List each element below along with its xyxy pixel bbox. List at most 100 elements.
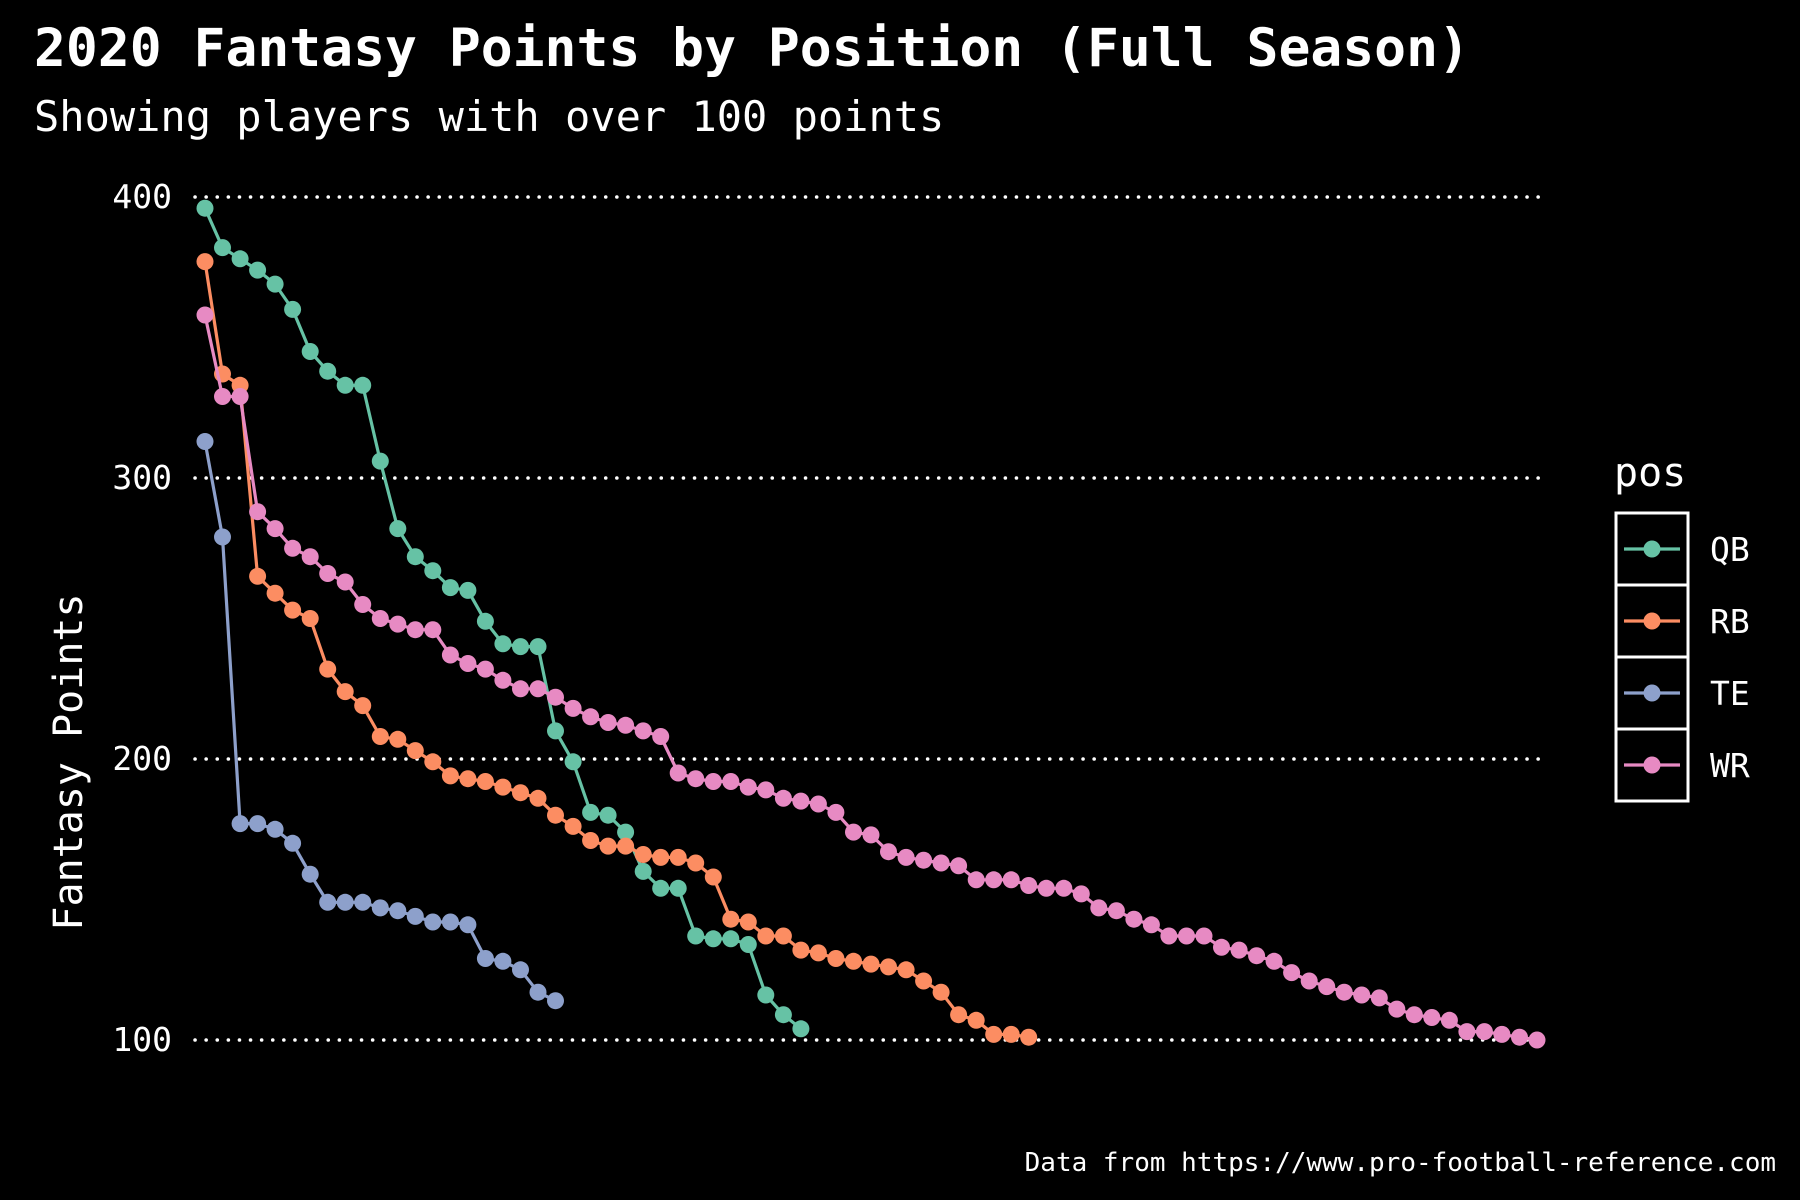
data-point-qb-34 bbox=[774, 1006, 792, 1024]
data-point-rb-8 bbox=[319, 660, 337, 678]
data-point-rb-28 bbox=[669, 848, 687, 866]
data-point-te-15 bbox=[441, 913, 459, 931]
data-point-wr-2 bbox=[214, 388, 231, 405]
data-point-wr-7 bbox=[301, 548, 319, 566]
data-point-rb-23 bbox=[582, 832, 600, 849]
data-point-qb-35 bbox=[792, 1020, 810, 1038]
data-point-rb-6 bbox=[284, 601, 302, 619]
data-point-wr-43 bbox=[932, 854, 950, 872]
data-point-te-10 bbox=[354, 893, 372, 911]
data-point-wr-33 bbox=[757, 781, 775, 799]
data-point-wr-66 bbox=[1335, 983, 1353, 1001]
data-point-rb-48 bbox=[1020, 1028, 1038, 1046]
data-point-rb-40 bbox=[880, 958, 897, 976]
data-point-wr-19 bbox=[512, 680, 529, 698]
legend-label-qb: QB bbox=[1710, 530, 1750, 569]
data-point-wr-13 bbox=[406, 621, 424, 639]
data-point-wr-49 bbox=[1037, 879, 1055, 897]
data-point-qb-22 bbox=[564, 753, 582, 771]
data-point-qb-6 bbox=[284, 300, 302, 318]
data-point-wr-50 bbox=[1055, 879, 1073, 897]
legend-label-te: TE bbox=[1710, 674, 1750, 713]
grid-lines bbox=[193, 195, 1542, 1042]
series-lines bbox=[196, 199, 1546, 1049]
chart-title: 2020 Fantasy Points by Position (Full Se… bbox=[34, 18, 1470, 79]
legend: pos QB RB TE WR bbox=[1614, 450, 1750, 803]
data-point-wr-61 bbox=[1248, 947, 1266, 965]
data-point-wr-8 bbox=[319, 565, 337, 582]
data-point-te-12 bbox=[389, 902, 407, 920]
data-point-rb-19 bbox=[512, 784, 529, 802]
data-point-te-7 bbox=[301, 865, 319, 883]
legend-key-point-te bbox=[1643, 684, 1661, 702]
data-point-wr-5 bbox=[266, 520, 284, 538]
legend-item-rb: RB bbox=[1614, 583, 1750, 659]
data-point-rb-30 bbox=[704, 868, 722, 886]
data-point-wr-57 bbox=[1178, 927, 1195, 945]
data-point-wr-37 bbox=[827, 803, 845, 821]
data-point-te-5 bbox=[266, 820, 284, 838]
data-point-wr-42 bbox=[915, 851, 933, 869]
data-point-wr-67 bbox=[1353, 986, 1371, 1004]
data-point-wr-64 bbox=[1300, 972, 1318, 990]
data-point-wr-26 bbox=[634, 722, 652, 740]
data-point-qb-9 bbox=[336, 376, 354, 394]
data-point-rb-12 bbox=[389, 730, 407, 748]
data-point-qb-32 bbox=[739, 936, 757, 953]
data-point-rb-34 bbox=[774, 927, 792, 945]
data-point-rb-14 bbox=[424, 753, 442, 771]
data-point-te-18 bbox=[494, 952, 512, 970]
data-point-wr-35 bbox=[792, 792, 810, 810]
data-point-rb-17 bbox=[476, 773, 494, 790]
data-point-rb-42 bbox=[915, 972, 933, 990]
data-point-rb-41 bbox=[897, 961, 915, 979]
data-point-qb-1 bbox=[196, 199, 214, 217]
data-point-wr-15 bbox=[441, 646, 459, 664]
data-point-wr-20 bbox=[529, 680, 547, 698]
data-point-wr-45 bbox=[967, 871, 985, 889]
data-point-qb-18 bbox=[494, 635, 512, 653]
data-point-te-16 bbox=[459, 916, 477, 934]
data-point-wr-46 bbox=[985, 871, 1003, 889]
data-point-qb-24 bbox=[599, 806, 617, 824]
data-point-qb-25 bbox=[617, 823, 635, 841]
data-point-rb-37 bbox=[827, 950, 845, 967]
y-tick-label-200: 200 bbox=[112, 739, 172, 778]
data-point-wr-38 bbox=[845, 823, 862, 841]
data-point-te-9 bbox=[336, 893, 354, 911]
data-point-wr-58 bbox=[1195, 927, 1213, 945]
data-point-wr-70 bbox=[1405, 1006, 1423, 1024]
data-point-wr-25 bbox=[617, 716, 635, 734]
legend-title: pos bbox=[1614, 450, 1686, 496]
data-point-rb-31 bbox=[722, 910, 740, 928]
data-point-wr-6 bbox=[284, 539, 302, 557]
data-point-wr-62 bbox=[1265, 952, 1283, 970]
data-point-rb-36 bbox=[809, 944, 827, 962]
data-point-wr-44 bbox=[950, 857, 968, 875]
legend-label-rb: RB bbox=[1710, 602, 1750, 641]
legend-key-point-rb bbox=[1643, 612, 1661, 630]
legend-item-qb: QB bbox=[1614, 511, 1750, 587]
data-point-te-14 bbox=[424, 913, 442, 931]
data-point-qb-33 bbox=[757, 986, 775, 1004]
data-point-wr-39 bbox=[862, 826, 880, 844]
data-point-wr-17 bbox=[476, 660, 494, 678]
data-point-wr-16 bbox=[459, 655, 477, 672]
data-point-wr-34 bbox=[774, 789, 792, 807]
data-point-wr-28 bbox=[669, 764, 687, 782]
data-point-wr-47 bbox=[1002, 871, 1020, 889]
data-point-wr-22 bbox=[564, 699, 582, 717]
data-point-te-8 bbox=[319, 893, 337, 911]
data-point-te-21 bbox=[547, 992, 564, 1010]
data-point-wr-63 bbox=[1283, 964, 1301, 982]
data-point-rb-32 bbox=[739, 913, 757, 931]
data-point-qb-21 bbox=[547, 722, 564, 740]
chart-subtitle: Showing players with over 100 points bbox=[34, 92, 945, 141]
data-point-wr-71 bbox=[1423, 1009, 1441, 1026]
data-point-te-17 bbox=[476, 950, 494, 967]
legend-label-wr: WR bbox=[1710, 746, 1750, 785]
data-point-wr-74 bbox=[1475, 1023, 1493, 1041]
data-point-wr-21 bbox=[547, 688, 564, 706]
y-axis-ticks: 100 200 300 400 bbox=[112, 177, 172, 1059]
y-tick-label-400: 400 bbox=[112, 177, 172, 216]
